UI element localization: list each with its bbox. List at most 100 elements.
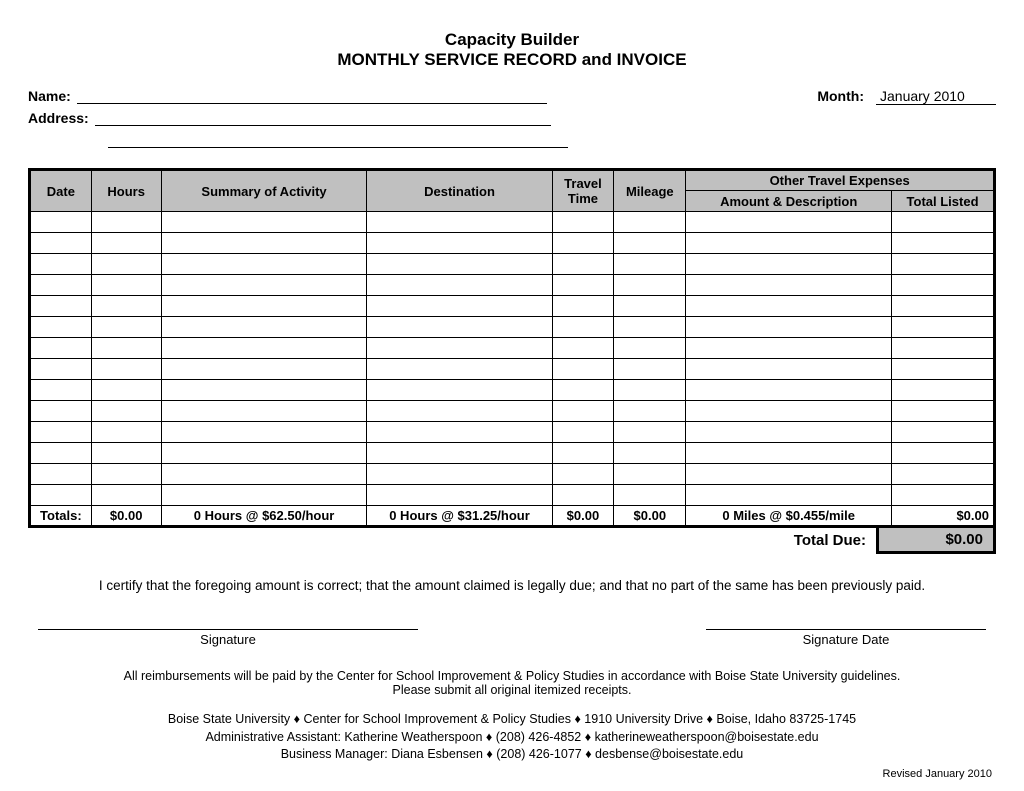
table-cell — [686, 485, 892, 506]
table-row — [30, 254, 995, 275]
table-cell — [30, 401, 92, 422]
table-cell — [614, 254, 686, 275]
signature-date-label: Signature Date — [706, 632, 986, 647]
table-cell — [552, 359, 614, 380]
totals-hours: $0.00 — [91, 506, 161, 527]
table-cell — [552, 296, 614, 317]
table-cell — [91, 275, 161, 296]
table-cell — [892, 275, 995, 296]
table-cell — [367, 485, 552, 506]
totals-total-listed: $0.00 — [892, 506, 995, 527]
table-cell — [686, 464, 892, 485]
th-hours: Hours — [91, 170, 161, 212]
totals-travel-time: $0.00 — [552, 506, 614, 527]
table-cell — [614, 485, 686, 506]
month-label: Month: — [817, 88, 864, 104]
table-row — [30, 212, 995, 233]
table-cell — [552, 212, 614, 233]
month-value: January 2010 — [876, 88, 996, 105]
table-cell — [161, 380, 367, 401]
table-cell — [892, 401, 995, 422]
th-summary: Summary of Activity — [161, 170, 367, 212]
table-cell — [30, 485, 92, 506]
name-line — [77, 88, 547, 104]
table-cell — [614, 359, 686, 380]
signature-area: Signature Signature Date — [28, 629, 996, 647]
table-cell — [161, 422, 367, 443]
totals-mileage: $0.00 — [614, 506, 686, 527]
table-row — [30, 443, 995, 464]
table-cell — [91, 254, 161, 275]
table-cell — [30, 380, 92, 401]
table-cell — [367, 401, 552, 422]
table-cell — [30, 317, 92, 338]
table-cell — [30, 422, 92, 443]
table-cell — [552, 464, 614, 485]
table-cell — [91, 485, 161, 506]
table-cell — [892, 233, 995, 254]
table-cell — [686, 422, 892, 443]
table-cell — [161, 296, 367, 317]
service-record-table: Date Hours Summary of Activity Destinati… — [28, 168, 996, 528]
table-cell — [161, 359, 367, 380]
table-cell — [161, 464, 367, 485]
table-cell — [367, 296, 552, 317]
table-cell — [161, 338, 367, 359]
table-cell — [367, 254, 552, 275]
table-cell — [892, 359, 995, 380]
table-cell — [892, 485, 995, 506]
table-cell — [686, 212, 892, 233]
table-cell — [892, 212, 995, 233]
table-cell — [614, 317, 686, 338]
table-cell — [367, 464, 552, 485]
total-due-label: Total Due: — [784, 528, 876, 554]
footer-address: Boise State University ♦ Center for Scho… — [28, 711, 996, 729]
footer-reimbursement-line2: Please submit all original itemized rece… — [28, 683, 996, 697]
table-row — [30, 275, 995, 296]
table-cell — [91, 296, 161, 317]
table-cell — [367, 212, 552, 233]
address-line-1 — [95, 110, 551, 126]
address-line-2 — [108, 132, 568, 148]
table-cell — [91, 338, 161, 359]
title-line-1: Capacity Builder — [28, 30, 996, 50]
table-row — [30, 296, 995, 317]
table-cell — [686, 338, 892, 359]
table-cell — [614, 401, 686, 422]
table-row — [30, 233, 995, 254]
table-cell — [30, 275, 92, 296]
address-label: Address: — [28, 110, 89, 126]
table-cell — [552, 380, 614, 401]
footer-reimbursement: All reimbursements will be paid by the C… — [28, 669, 996, 697]
th-travel-time: Travel Time — [552, 170, 614, 212]
table-cell — [686, 233, 892, 254]
table-cell — [367, 233, 552, 254]
table-cell — [30, 359, 92, 380]
th-amount-desc: Amount & Description — [686, 191, 892, 212]
table-row — [30, 338, 995, 359]
table-cell — [161, 233, 367, 254]
table-cell — [686, 443, 892, 464]
table-cell — [367, 317, 552, 338]
table-cell — [552, 443, 614, 464]
table-cell — [892, 464, 995, 485]
table-cell — [91, 422, 161, 443]
footer-admin: Administrative Assistant: Katherine Weat… — [28, 729, 996, 747]
table-cell — [686, 254, 892, 275]
table-cell — [892, 317, 995, 338]
table-cell — [30, 464, 92, 485]
info-left: Name: Address: — [28, 88, 568, 148]
th-mileage: Mileage — [614, 170, 686, 212]
table-cell — [686, 359, 892, 380]
table-row — [30, 317, 995, 338]
table-cell — [614, 212, 686, 233]
totals-summary: 0 Hours @ $62.50/hour — [161, 506, 367, 527]
table-row — [30, 380, 995, 401]
table-cell — [367, 443, 552, 464]
table-cell — [91, 380, 161, 401]
table-cell — [161, 212, 367, 233]
table-cell — [91, 443, 161, 464]
info-right: Month: January 2010 — [817, 88, 996, 148]
th-date: Date — [30, 170, 92, 212]
th-other-expenses: Other Travel Expenses — [686, 170, 995, 191]
